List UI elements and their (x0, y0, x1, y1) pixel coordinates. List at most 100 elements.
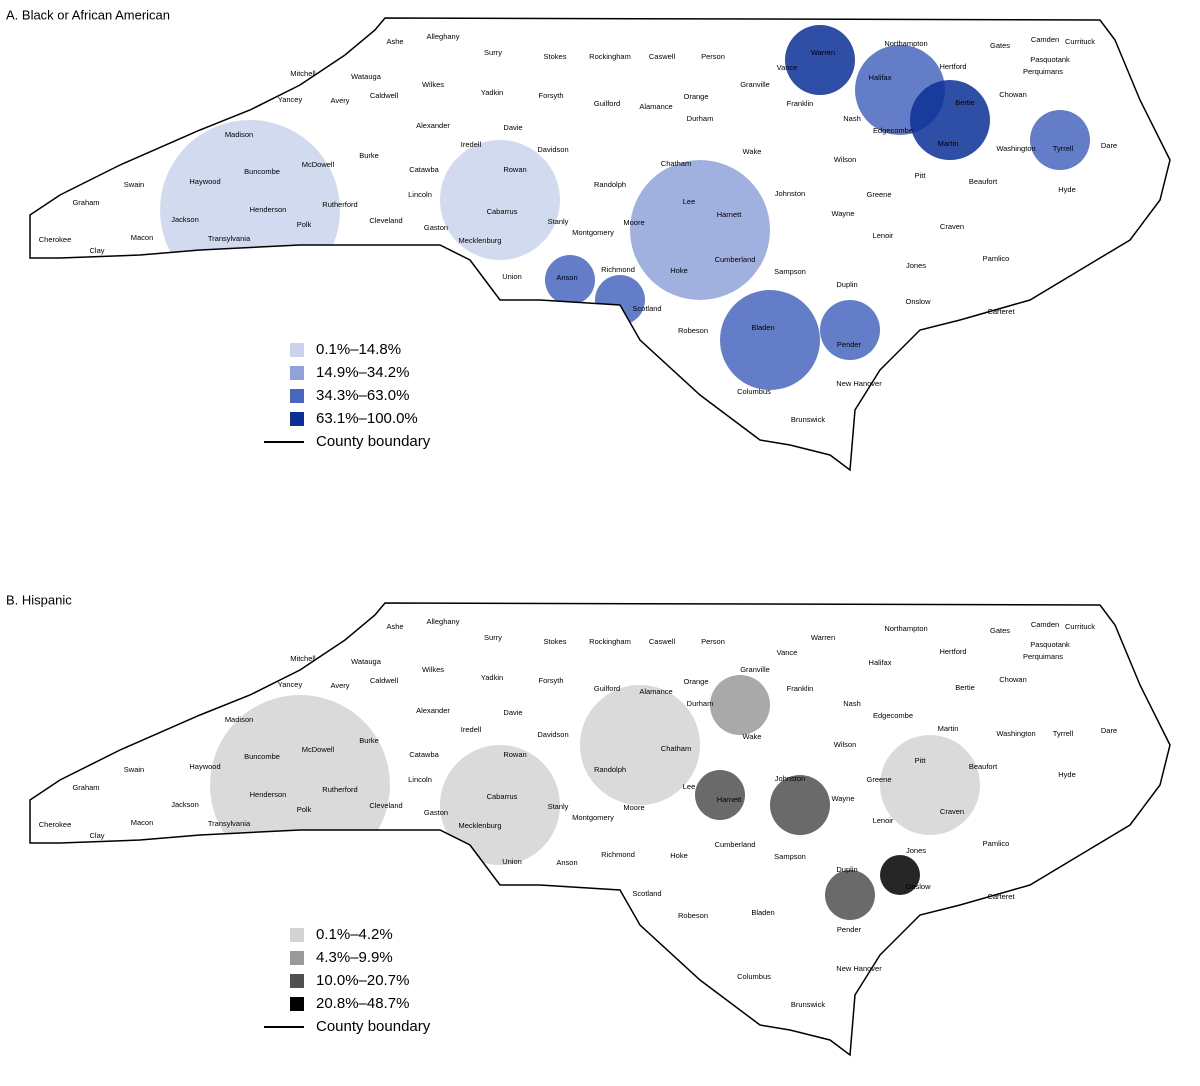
legend-label: 34.3%–63.0% (316, 387, 409, 404)
county-label: Northampton (884, 624, 927, 633)
county-label: Sampson (774, 267, 806, 276)
county-label: Cabarrus (487, 792, 518, 801)
legend-label: 4.3%–9.9% (316, 949, 393, 966)
county-label: Caswell (649, 637, 676, 646)
county-label: Ashe (386, 622, 403, 631)
county-label: Chowan (999, 675, 1027, 684)
county-label: Catawba (409, 750, 439, 759)
county-label: Surry (484, 48, 502, 57)
county-label: Swain (124, 765, 144, 774)
county-label: Pamlico (983, 254, 1010, 263)
county-label: Rockingham (589, 637, 631, 646)
shade-area (910, 80, 990, 160)
county-label: Nash (843, 114, 861, 123)
county-label: Chatham (661, 159, 691, 168)
county-label: Person (701, 52, 725, 61)
shade-area (695, 770, 745, 820)
county-label: Rutherford (322, 200, 357, 209)
county-label: Cumberland (715, 840, 756, 849)
county-label: Cleveland (369, 801, 402, 810)
county-label: Harnett (717, 795, 743, 804)
county-label: Clay (89, 246, 104, 255)
county-label: Montgomery (572, 813, 614, 822)
legend-label: 20.8%–48.7% (316, 995, 409, 1012)
map-panel: B. Hispanic Ashe Alleghany Surry Stokes Rocki… (6, 592, 1171, 1057)
county-label: Stanly (548, 217, 569, 226)
county-label: Macon (131, 818, 154, 827)
county-label: Bladen (751, 323, 774, 332)
county-label: Clay (89, 831, 104, 840)
state-fill (30, 603, 1170, 1055)
shade-area (880, 855, 920, 895)
legend-label: 63.1%–100.0% (316, 410, 418, 427)
shade-area (880, 735, 980, 835)
legend-label: 10.0%–20.7% (316, 972, 409, 989)
county-label: Granville (740, 80, 770, 89)
shade-area (595, 275, 645, 325)
county-label: Alamance (639, 687, 672, 696)
county-label: Davidson (537, 145, 568, 154)
county-label: Durham (687, 114, 714, 123)
county-label: Orange (683, 92, 708, 101)
legend-swatch (290, 366, 304, 380)
map-panel: A. Black or African American Ashe Alleghan… (6, 7, 1171, 472)
county-label: Bertie (955, 98, 975, 107)
legend-swatch (290, 997, 304, 1011)
county-label: Perquimans (1023, 652, 1063, 661)
legend-label: 0.1%–14.8% (316, 341, 401, 358)
county-label: Columbus (737, 972, 771, 981)
county-label: Brunswick (791, 415, 825, 424)
legend-label: 0.1%–4.2% (316, 926, 393, 943)
county-label: Johnston (775, 189, 805, 198)
county-label: Beaufort (969, 762, 998, 771)
county-label: Pitt (915, 171, 927, 180)
county-label: Pitt (915, 756, 927, 765)
county-label: Forsyth (538, 676, 563, 685)
legend-label: County boundary (316, 433, 431, 450)
county-label: Camden (1031, 35, 1059, 44)
county-label: Wake (743, 147, 762, 156)
county-label: Hoke (670, 266, 688, 275)
county-label: Moore (623, 218, 644, 227)
county-label: Bladen (751, 908, 774, 917)
county-label: Hyde (1058, 185, 1076, 194)
county-label: Dare (1101, 726, 1117, 735)
county-label: Greene (866, 775, 891, 784)
legend-label: County boundary (316, 1018, 431, 1035)
county-label: Currituck (1065, 622, 1095, 631)
county-label: Halifax (869, 73, 892, 82)
county-label: Graham (72, 783, 99, 792)
county-label: Anson (556, 273, 577, 282)
county-label: Wayne (831, 209, 854, 218)
shading (210, 675, 980, 920)
county-label: Columbus (737, 387, 771, 396)
shade-area (545, 255, 595, 305)
county-label: Person (701, 637, 725, 646)
county-label: Stokes (544, 637, 567, 646)
county-label: Catawba (409, 165, 439, 174)
county-label: Caldwell (370, 676, 399, 685)
county-label: Dare (1101, 141, 1117, 150)
county-label: Harnett (717, 210, 743, 219)
county-label: Duplin (836, 865, 857, 874)
county-label: Davie (503, 123, 522, 132)
county-label: Chowan (999, 90, 1027, 99)
county-label: Lee (683, 782, 696, 791)
county-label: Orange (683, 677, 708, 686)
county-label: Randolph (594, 180, 626, 189)
county-label: Vance (777, 648, 798, 657)
county-label: Warren (811, 633, 835, 642)
shade-area (440, 745, 560, 865)
county-label: Transylvania (208, 819, 251, 828)
county-label: Mecklenburg (459, 236, 502, 245)
shade-area (580, 685, 700, 805)
county-label: Rutherford (322, 785, 357, 794)
county-label: Richmond (601, 850, 635, 859)
county-label: Mitchell (290, 654, 316, 663)
county-label: Haywood (189, 762, 220, 771)
county-label: Tyrrell (1053, 144, 1074, 153)
county-label: Davie (503, 708, 522, 717)
county-label: Iredell (461, 725, 482, 734)
county-label: Surry (484, 633, 502, 642)
